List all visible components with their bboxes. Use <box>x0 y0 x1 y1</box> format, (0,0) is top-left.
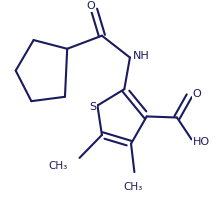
Text: O: O <box>86 1 95 11</box>
Text: CH₃: CH₃ <box>48 161 67 171</box>
Text: S: S <box>89 102 97 112</box>
Text: NH: NH <box>133 51 150 61</box>
Text: HO: HO <box>193 136 210 147</box>
Text: O: O <box>193 88 201 99</box>
Text: CH₃: CH₃ <box>124 182 143 192</box>
